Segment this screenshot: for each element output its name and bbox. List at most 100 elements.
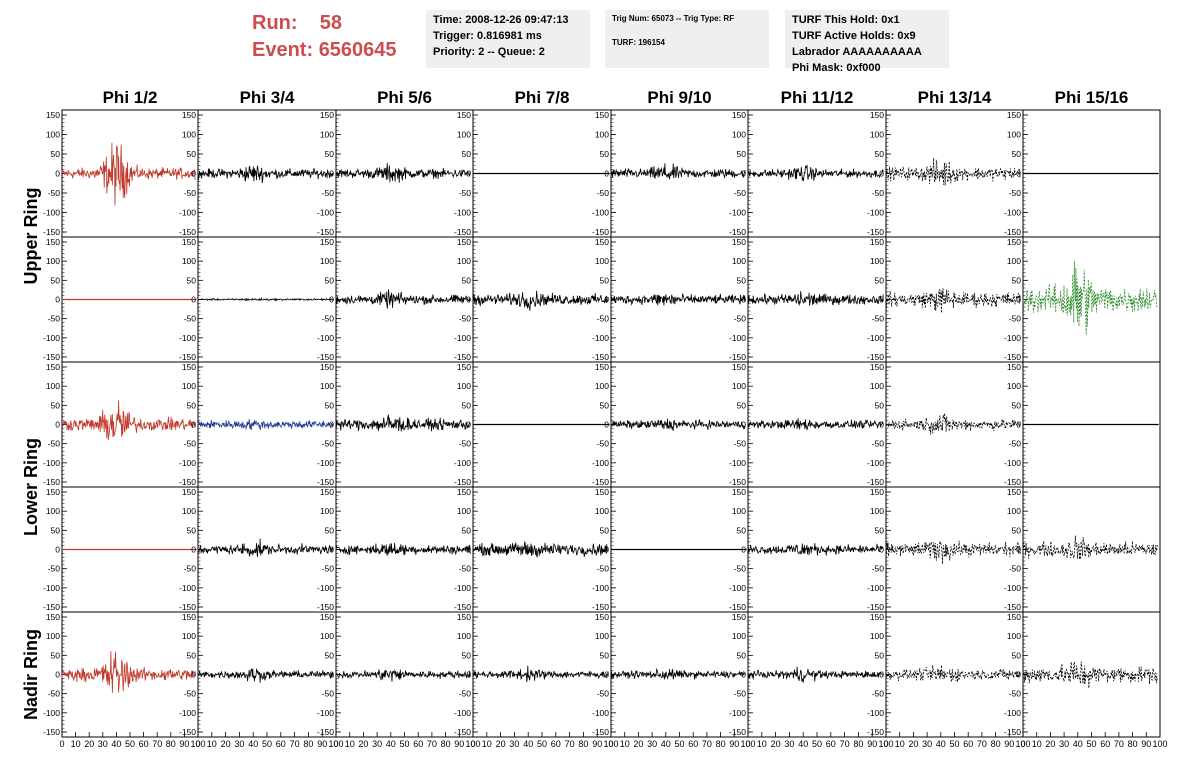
ring-title: Lower Ring: [21, 438, 41, 536]
y-tick-label: -100: [454, 583, 471, 593]
waveform-trace: [197, 667, 334, 683]
y-tick-label: 50: [1012, 400, 1022, 410]
y-tick-label: -150: [1004, 227, 1021, 237]
y-tick-label: 100: [870, 631, 884, 641]
y-tick-label: 100: [1007, 506, 1021, 516]
x-tick-label: 70: [1114, 739, 1124, 749]
y-tick-label: 150: [870, 110, 884, 120]
waveform-trace: [1022, 661, 1158, 689]
y-tick-label: -100: [317, 208, 334, 218]
y-tick-label: -150: [867, 227, 884, 237]
y-tick-label: -100: [454, 708, 471, 718]
x-tick-label: 80: [303, 739, 313, 749]
x-tick-label: 90: [179, 739, 189, 749]
y-tick-label: -150: [867, 602, 884, 612]
waveform-trace: [747, 418, 884, 431]
y-tick-label: -50: [459, 689, 472, 699]
waveform-trace: [197, 296, 334, 302]
y-tick-label: -100: [43, 208, 60, 218]
x-tick-label: 90: [454, 739, 464, 749]
phi-mask-text: Phi Mask: 0xf000: [792, 62, 881, 74]
waveform-trace: [335, 542, 471, 557]
x-tick-label: 50: [812, 739, 822, 749]
y-tick-label: -150: [43, 227, 60, 237]
waveform-trace: [197, 165, 334, 184]
y-tick-label: 50: [600, 525, 610, 535]
y-tick-label: 100: [46, 381, 60, 391]
y-tick-label: 50: [600, 400, 610, 410]
y-tick-label: 150: [457, 487, 471, 497]
waveform-trace: [335, 289, 471, 309]
y-tick-label: 100: [1007, 256, 1021, 266]
y-tick-label: 0: [329, 670, 334, 680]
y-tick-label: 0: [879, 670, 884, 680]
y-tick-label: -150: [179, 602, 196, 612]
x-tick-label: 80: [716, 739, 726, 749]
y-tick-label: -100: [867, 458, 884, 468]
x-tick-label: 90: [1004, 739, 1014, 749]
x-tick-label: 100: [465, 739, 480, 749]
waveform-trace: [747, 164, 884, 182]
x-tick-label: 60: [1100, 739, 1110, 749]
x-tick-label: 60: [963, 739, 973, 749]
y-tick-label: -100: [1004, 583, 1021, 593]
y-tick-label: 150: [595, 612, 609, 622]
x-tick-label: 100: [1015, 739, 1030, 749]
y-tick-label: -50: [597, 314, 610, 324]
y-tick-label: -150: [179, 477, 196, 487]
y-tick-label: -150: [867, 727, 884, 737]
x-tick-label: 50: [949, 739, 959, 749]
y-tick-label: -150: [454, 477, 471, 487]
y-tick-label: 100: [595, 631, 609, 641]
y-tick-label: 50: [51, 525, 61, 535]
y-tick-label: 100: [595, 256, 609, 266]
panel-frame: [885, 486, 1024, 613]
y-tick-label: 50: [462, 525, 472, 535]
x-tick-label: 0: [883, 739, 888, 749]
y-tick-label: 100: [46, 256, 60, 266]
y-tick-label: -100: [454, 458, 471, 468]
x-tick-label: 40: [523, 739, 533, 749]
y-tick-label: 150: [870, 362, 884, 372]
y-tick-label: -100: [867, 208, 884, 218]
x-tick-label: 80: [441, 739, 451, 749]
waveform-trace: [61, 400, 196, 441]
y-tick-label: 0: [1016, 295, 1021, 305]
y-tick-label: 100: [870, 381, 884, 391]
y-tick-label: -50: [322, 439, 335, 449]
y-tick-label: -50: [1009, 564, 1022, 574]
y-tick-label: 0: [191, 545, 196, 555]
x-tick-label: 60: [413, 739, 423, 749]
y-tick-label: 0: [741, 545, 746, 555]
y-tick-label: 0: [1016, 670, 1021, 680]
y-tick-label: -100: [43, 583, 60, 593]
y-tick-label: -150: [43, 352, 60, 362]
x-tick-label: 10: [482, 739, 492, 749]
x-tick-label: 0: [59, 739, 64, 749]
waveform-trace: [747, 666, 884, 683]
y-tick-label: -100: [43, 458, 60, 468]
y-tick-label: 100: [732, 506, 746, 516]
y-tick-label: -150: [729, 727, 746, 737]
y-tick-label: 50: [875, 400, 885, 410]
x-tick-label: 100: [603, 739, 618, 749]
y-tick-label: -50: [872, 564, 885, 574]
y-tick-label: 150: [1007, 362, 1021, 372]
phi-column-title: Phi 13/14: [918, 88, 992, 107]
y-tick-label: 100: [870, 130, 884, 140]
x-tick-label: 60: [551, 739, 561, 749]
y-tick-label: -150: [454, 602, 471, 612]
x-tick-label: 70: [427, 739, 437, 749]
y-tick-label: 150: [870, 237, 884, 247]
x-tick-label: 30: [98, 739, 108, 749]
y-tick-label: 150: [1007, 110, 1021, 120]
y-tick-label: 50: [737, 525, 747, 535]
trig-num-text: Trig Num: 65073 -- Trig Type: RF: [612, 14, 735, 23]
y-tick-label: -100: [1004, 333, 1021, 343]
x-tick-label: 10: [1032, 739, 1042, 749]
y-tick-label: 150: [595, 110, 609, 120]
x-tick-label: 20: [358, 739, 368, 749]
y-tick-label: 0: [879, 545, 884, 555]
y-tick-label: -150: [729, 602, 746, 612]
y-tick-label: 50: [325, 275, 335, 285]
